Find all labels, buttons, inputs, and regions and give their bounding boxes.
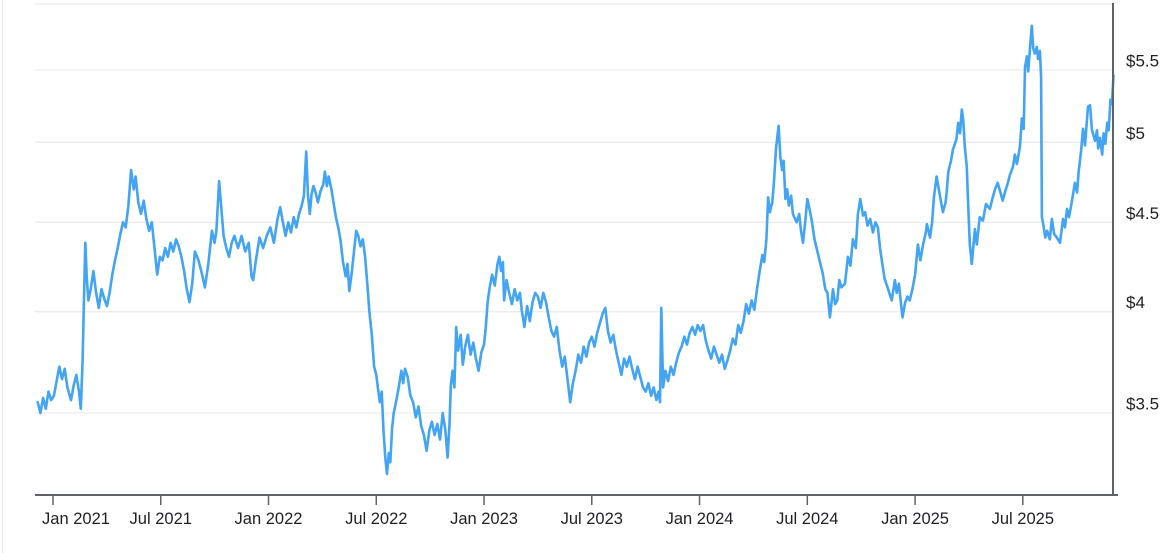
x-axis-label: Jan 2023 bbox=[450, 510, 518, 528]
y-axis-label: $3.5 bbox=[1126, 395, 1159, 414]
x-axis-label: Jan 2025 bbox=[881, 510, 949, 528]
y-axis-label: $4.5 bbox=[1126, 204, 1159, 223]
price-line-series bbox=[36, 24, 1115, 476]
card-left-border bbox=[2, 0, 3, 553]
x-axis-label: Jan 2024 bbox=[666, 510, 734, 528]
y-axis-label: $5 bbox=[1126, 124, 1145, 143]
x-axis-label: Jan 2022 bbox=[235, 510, 303, 528]
x-axis-label: Jul 2023 bbox=[561, 510, 623, 528]
x-axis-label: Jul 2022 bbox=[345, 510, 407, 528]
x-axis-label: Jan 2021 bbox=[42, 510, 110, 528]
y-axis-label: $5.5 bbox=[1126, 52, 1159, 71]
y-axis-label: $4 bbox=[1126, 293, 1145, 312]
x-axis-label: Jul 2021 bbox=[130, 510, 192, 528]
x-axis-label: Jul 2024 bbox=[776, 510, 838, 528]
x-axis-label: Jul 2025 bbox=[992, 510, 1054, 528]
